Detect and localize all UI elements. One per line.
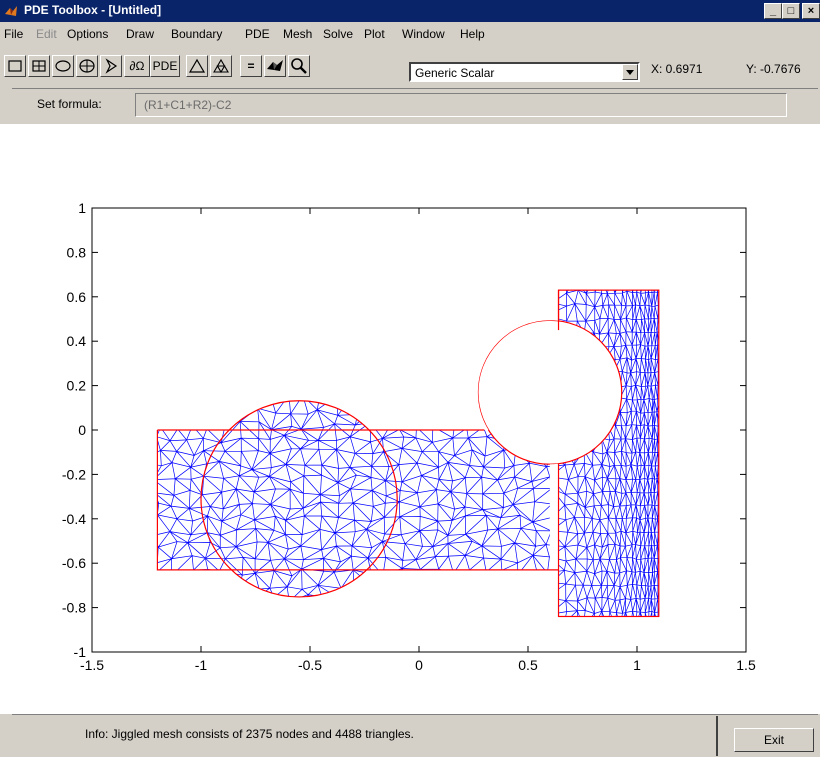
formula-bar <box>12 88 818 122</box>
ellipse-button[interactable] <box>52 55 74 77</box>
matlab-logo-icon <box>5 6 17 16</box>
menu-help[interactable]: Help <box>460 27 485 41</box>
rectangle-button[interactable] <box>4 55 26 77</box>
menu-options[interactable]: Options <box>67 27 109 41</box>
zoom-button[interactable] <box>288 55 310 77</box>
info-text: Info: Jiggled mesh consists of 2375 node… <box>85 727 414 741</box>
pde-mode-button[interactable]: PDE <box>150 55 180 77</box>
rectangle-center-icon <box>32 60 46 72</box>
refine-mesh-icon <box>213 58 229 74</box>
y-tick-label: 0.6 <box>67 289 87 305</box>
menu-mesh[interactable]: Mesh <box>283 27 313 41</box>
boundary-r1 <box>156 430 559 571</box>
menu-window[interactable]: Window <box>402 27 445 41</box>
menu-draw[interactable]: Draw <box>126 27 155 41</box>
y-tick-label: 0.4 <box>67 333 87 349</box>
maximize-button[interactable]: □ <box>782 3 800 19</box>
x-tick-label: 0 <box>415 657 423 673</box>
x-tick-label: -1 <box>195 657 208 673</box>
menu-edit[interactable]: Edit <box>36 27 57 41</box>
x-tick-label: 1 <box>633 657 641 673</box>
rectangle-center-button[interactable] <box>28 55 50 77</box>
formula-label: Set formula: <box>37 97 102 111</box>
menu-pde[interactable]: PDE <box>245 27 270 41</box>
boundary-mode-icon: ∂Ω <box>129 59 145 73</box>
y-tick-label: 0.8 <box>67 244 87 260</box>
y-tick-label: 0 <box>78 422 86 438</box>
ellipse-icon <box>55 60 71 72</box>
x-tick-label: -1.5 <box>80 657 104 673</box>
zoom-icon <box>291 58 307 74</box>
x-tick-label: 0.5 <box>518 657 538 673</box>
y-tick-label: -0.2 <box>62 466 86 482</box>
y-tick-label: -0.6 <box>62 555 86 571</box>
minimize-button[interactable]: _ <box>764 3 782 19</box>
y-tick-label: -0.4 <box>62 511 86 527</box>
polygon-button[interactable] <box>100 55 122 77</box>
menu-boundary[interactable]: Boundary <box>171 27 223 41</box>
init-mesh-button[interactable] <box>186 55 208 77</box>
menu-plot[interactable]: Plot <box>364 27 385 41</box>
toolbar: ∂Ω PDE = <box>0 47 820 87</box>
solve-icon: = <box>247 59 255 73</box>
init-mesh-icon <box>188 58 206 73</box>
pde-mode-icon: PDE <box>152 59 178 73</box>
status-bar <box>12 714 818 757</box>
plot-button[interactable] <box>264 55 286 77</box>
boundary-mode-button[interactable]: ∂Ω <box>124 55 150 77</box>
y-tick-label: -1 <box>74 644 87 660</box>
y-tick-label: -0.8 <box>62 600 86 616</box>
application-select[interactable]: Generic Scalar <box>409 62 640 82</box>
plot-icon <box>267 60 283 71</box>
close-button[interactable]: × <box>802 3 820 19</box>
exit-button[interactable]: Exit <box>734 728 814 752</box>
y-coordinate-readout: Y: -0.7676 <box>746 62 801 76</box>
polygon-icon <box>105 58 118 74</box>
title-bar: PDE Toolbox - [Untitled] _ □ × <box>0 0 820 22</box>
x-tick-label: -0.5 <box>298 657 322 673</box>
y-tick-label: 0.2 <box>67 378 87 394</box>
application-value: Generic Scalar <box>415 66 495 80</box>
boundary-c2 <box>477 319 623 465</box>
x-coordinate-readout: X: 0.6971 <box>651 62 703 76</box>
rectangle-icon <box>8 60 22 72</box>
refine-mesh-button[interactable] <box>210 55 232 77</box>
chevron-down-icon[interactable] <box>622 64 638 80</box>
ellipse-center-button[interactable] <box>76 55 98 77</box>
formula-input[interactable]: (R1+C1+R2)-C2 <box>135 93 787 117</box>
x-tick-label: 1.5 <box>736 657 756 673</box>
menu-bar: File Edit Options Draw Boundary PDE Mesh… <box>0 24 820 44</box>
y-tick-label: 1 <box>78 200 86 216</box>
status-divider <box>716 716 718 756</box>
formula-value: (R1+C1+R2)-C2 <box>144 98 232 112</box>
ellipse-center-icon <box>79 59 95 73</box>
mesh-plot[interactable]: -1.5 -1 -0.5 0 0.5 1 1.510.80.60.40.20-0.2-0.4… <box>0 124 820 714</box>
boundary-c1 <box>200 400 398 598</box>
window-title: PDE Toolbox - [Untitled] <box>24 3 162 17</box>
plot-canvas[interactable]: -1.5 -1 -0.5 0 0.5 1 1.5 1 0.8 0.6 0.4 0.2 0 -0.2 -0.4… <box>0 124 820 714</box>
menu-file[interactable]: File <box>4 27 24 41</box>
solve-button[interactable]: = <box>240 55 262 77</box>
menu-solve[interactable]: Solve <box>323 27 354 41</box>
